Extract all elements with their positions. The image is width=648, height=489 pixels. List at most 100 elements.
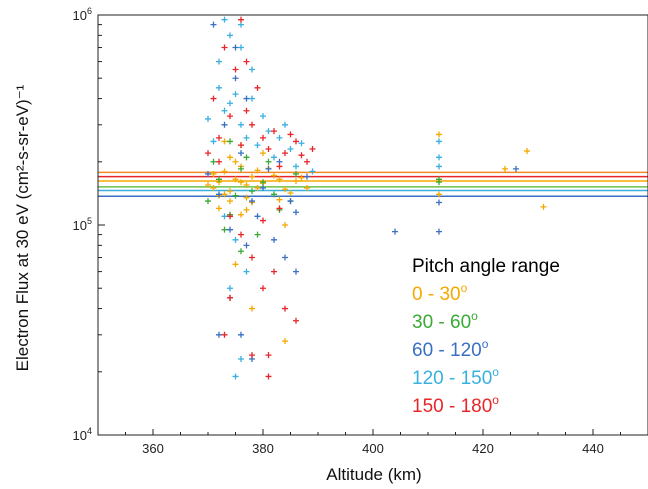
data-point <box>249 254 255 261</box>
x-tick-label: 420 <box>472 441 494 456</box>
data-point <box>216 58 222 65</box>
y-tick-label: 105 <box>73 216 92 233</box>
data-point <box>524 148 530 155</box>
series-2 <box>205 21 519 363</box>
data-point <box>436 179 442 186</box>
data-point <box>254 213 261 220</box>
data-point <box>243 154 250 161</box>
data-point <box>221 107 228 114</box>
data-point <box>276 196 283 203</box>
data-point <box>238 231 244 238</box>
data-point <box>298 152 305 159</box>
data-point <box>216 176 222 183</box>
data-point <box>227 32 233 39</box>
data-point <box>249 198 255 205</box>
data-point <box>293 163 299 170</box>
x-tick-label: 400 <box>362 441 384 456</box>
x-tick-label: 380 <box>252 441 274 456</box>
data-point <box>221 191 228 198</box>
data-point <box>238 44 244 51</box>
data-point <box>249 95 255 102</box>
data-point <box>282 121 288 128</box>
data-point <box>210 185 217 192</box>
data-point <box>271 154 277 161</box>
data-point <box>282 150 288 157</box>
data-point <box>293 138 299 145</box>
data-point <box>282 254 288 261</box>
data-point <box>238 356 244 363</box>
data-point <box>221 138 228 145</box>
legend-entry: 30 - 60o <box>412 309 478 333</box>
data-point <box>265 352 272 359</box>
data-point <box>260 150 266 157</box>
data-point <box>260 217 266 224</box>
data-point <box>304 158 310 165</box>
data-point <box>293 317 299 324</box>
data-point <box>216 205 222 212</box>
data-point <box>227 285 233 292</box>
data-point <box>436 131 442 138</box>
data-point <box>287 198 294 205</box>
data-point <box>287 131 294 138</box>
data-point <box>243 242 250 249</box>
data-point <box>216 191 222 198</box>
data-point <box>254 84 261 91</box>
data-point <box>221 226 228 233</box>
data-point <box>216 134 222 141</box>
data-point <box>232 192 239 199</box>
data-point <box>205 115 211 122</box>
data-point <box>254 185 261 192</box>
data-point <box>243 58 250 65</box>
data-point <box>282 338 288 345</box>
data-point <box>205 170 211 177</box>
data-point <box>221 16 228 23</box>
data-point <box>293 209 299 216</box>
data-point <box>309 146 316 153</box>
data-point <box>227 198 233 205</box>
data-point <box>210 138 217 145</box>
data-point <box>436 138 442 145</box>
data-point <box>238 179 244 186</box>
data-point <box>243 206 250 213</box>
data-point <box>227 294 233 301</box>
data-point <box>260 185 266 192</box>
data-point <box>249 173 255 180</box>
data-point <box>276 205 283 212</box>
data-point <box>271 268 277 275</box>
x-axis-title: Altitude (km) <box>326 465 421 484</box>
data-points <box>205 16 547 380</box>
data-point <box>254 142 261 149</box>
data-point <box>282 222 288 228</box>
data-point <box>210 170 217 177</box>
data-point <box>238 331 244 338</box>
data-point <box>221 121 228 128</box>
legend-entry: 60 - 120o <box>412 337 489 361</box>
data-point <box>265 373 272 380</box>
data-point <box>282 186 288 193</box>
data-point <box>254 167 261 174</box>
data-point <box>436 154 442 161</box>
data-point <box>238 165 244 172</box>
data-point <box>271 191 277 198</box>
data-point <box>265 165 272 172</box>
data-point <box>205 182 211 189</box>
data-point <box>513 165 519 172</box>
data-point <box>254 231 261 238</box>
reference-lines <box>98 171 648 198</box>
data-point <box>238 248 244 255</box>
data-point <box>304 173 310 180</box>
series-4 <box>205 16 316 380</box>
data-point <box>227 154 233 161</box>
data-point <box>205 150 211 157</box>
data-point <box>221 168 228 175</box>
data-point <box>249 66 255 73</box>
data-point <box>298 140 305 147</box>
data-point <box>227 226 233 233</box>
legend-entry: 0 - 30o <box>412 281 468 305</box>
data-point <box>232 75 239 82</box>
series-3 <box>205 16 442 380</box>
data-point <box>221 44 228 51</box>
data-point <box>260 285 266 292</box>
data-point <box>436 228 442 235</box>
